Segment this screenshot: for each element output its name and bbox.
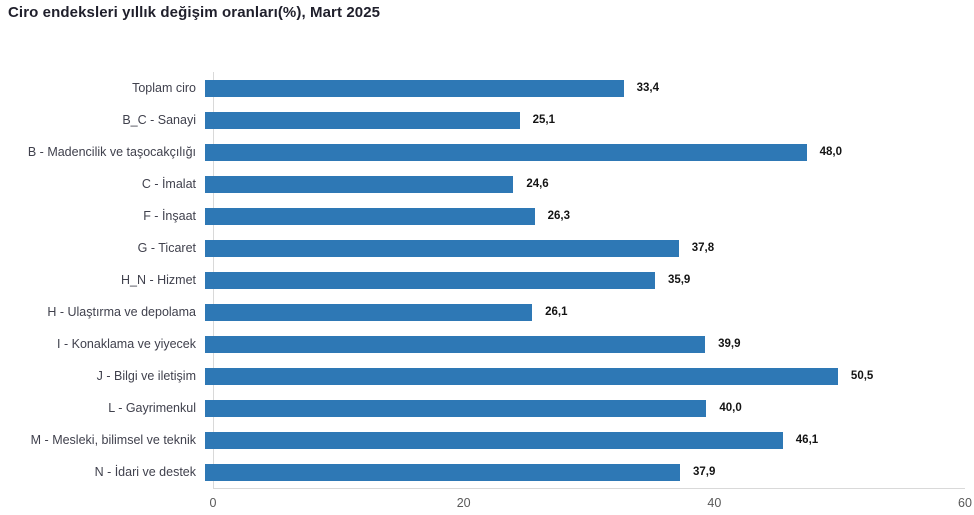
- bar-row: H_N - Hizmet 35,9: [0, 264, 974, 296]
- category-label: N - İdari ve destek: [94, 465, 196, 479]
- category-label: F - İnşaat: [143, 209, 196, 223]
- bar: [205, 399, 707, 417]
- bar-track: 37,9: [205, 456, 957, 488]
- bar-row: G - Ticaret 37,8: [0, 232, 974, 264]
- value-label: 37,9: [693, 466, 716, 478]
- value-label: 50,5: [850, 370, 874, 382]
- bar-track: 35,9: [205, 264, 957, 296]
- bar-row: B_C - Sanayi 25,1: [0, 104, 974, 136]
- category-label: Toplam ciro: [132, 81, 196, 95]
- category-label: H - Ulaştırma ve depolama: [47, 305, 196, 319]
- x-axis-line: [213, 488, 965, 489]
- category-label: J - Bilgi ve iletişim: [96, 369, 196, 383]
- bar-row: C - İmalat 24,6: [0, 168, 974, 200]
- value-label: 40,0: [719, 402, 742, 414]
- bar: [205, 335, 706, 353]
- value-label: 46,1: [795, 434, 819, 446]
- value-label: 25,1: [532, 114, 555, 126]
- category-label: H_N - Hizmet: [120, 273, 196, 287]
- bar-track: 33,4: [205, 72, 957, 104]
- x-axis-tick-label: 60: [958, 496, 972, 510]
- bar-row: I - Konaklama ve yiyecek 39,9: [0, 328, 974, 360]
- bar-row: B - Madencilik ve taşocakçılığı 48,0: [0, 136, 974, 168]
- bar-track: 50,5: [205, 360, 957, 392]
- plot-area: Toplam ciro 33,4 B_C - Sanayi 25,1 B - Maden…: [0, 72, 974, 488]
- bar-row: L - Gayrimenkul 40,0: [0, 392, 974, 424]
- bar: [205, 239, 679, 257]
- bar: [205, 111, 520, 129]
- bar: [205, 143, 807, 161]
- bar: [205, 175, 514, 193]
- bar-row: N - İdari ve destek 37,9: [0, 456, 974, 488]
- bar: [205, 271, 655, 289]
- value-label: 24,6: [526, 178, 549, 190]
- value-label: 37,8: [691, 242, 715, 254]
- x-axis: 0 20 40 60: [209, 496, 972, 514]
- bar: [205, 463, 680, 481]
- bar-row: H - Ulaştırma ve depolama 26,1: [0, 296, 974, 328]
- category-label: L - Gayrimenkul: [108, 401, 196, 415]
- bar: [205, 303, 533, 321]
- category-label: B - Madencilik ve taşocakçılığı: [27, 145, 196, 159]
- category-label: I - Konaklama ve yiyecek: [57, 337, 196, 351]
- bar-track: 26,1: [205, 296, 957, 328]
- bar-row: F - İnşaat 26,3: [0, 200, 974, 232]
- bar-row: Toplam ciro 33,4: [0, 72, 974, 104]
- bar-track: 48,0: [205, 136, 957, 168]
- bar-track: 25,1: [205, 104, 957, 136]
- value-label: 33,4: [636, 82, 659, 94]
- bar-track: 24,6: [205, 168, 957, 200]
- category-label: B_C - Sanayi: [122, 113, 196, 127]
- bar-row: J - Bilgi ve iletişim 50,5: [0, 360, 974, 392]
- x-axis-tick-label: 40: [707, 496, 722, 510]
- bar-track: 39,9: [205, 328, 957, 360]
- x-axis-tick-label: 20: [456, 496, 471, 510]
- bar-track: 46,1: [205, 424, 957, 456]
- category-label: M - Mesleki, bilimsel ve teknik: [30, 433, 196, 447]
- bar: [205, 207, 535, 225]
- value-label: 39,9: [718, 338, 741, 350]
- value-label: 26,3: [547, 210, 571, 222]
- bar-row: M - Mesleki, bilimsel ve teknik 46,1: [0, 424, 974, 456]
- bar: [205, 367, 838, 385]
- bar: [205, 431, 783, 449]
- value-label: 48,0: [819, 146, 842, 158]
- value-label: 26,1: [545, 306, 568, 318]
- bar-track: 40,0: [205, 392, 957, 424]
- bar-track: 37,8: [205, 232, 957, 264]
- bar: [205, 79, 624, 97]
- value-label: 35,9: [667, 274, 691, 286]
- bar-track: 26,3: [205, 200, 957, 232]
- x-axis-tick-label: 0: [209, 496, 217, 510]
- category-label: C - İmalat: [141, 177, 196, 191]
- category-label: G - Ticaret: [137, 241, 196, 255]
- chart-title: Ciro endeksleri yıllık değişim oranları(…: [8, 4, 381, 21]
